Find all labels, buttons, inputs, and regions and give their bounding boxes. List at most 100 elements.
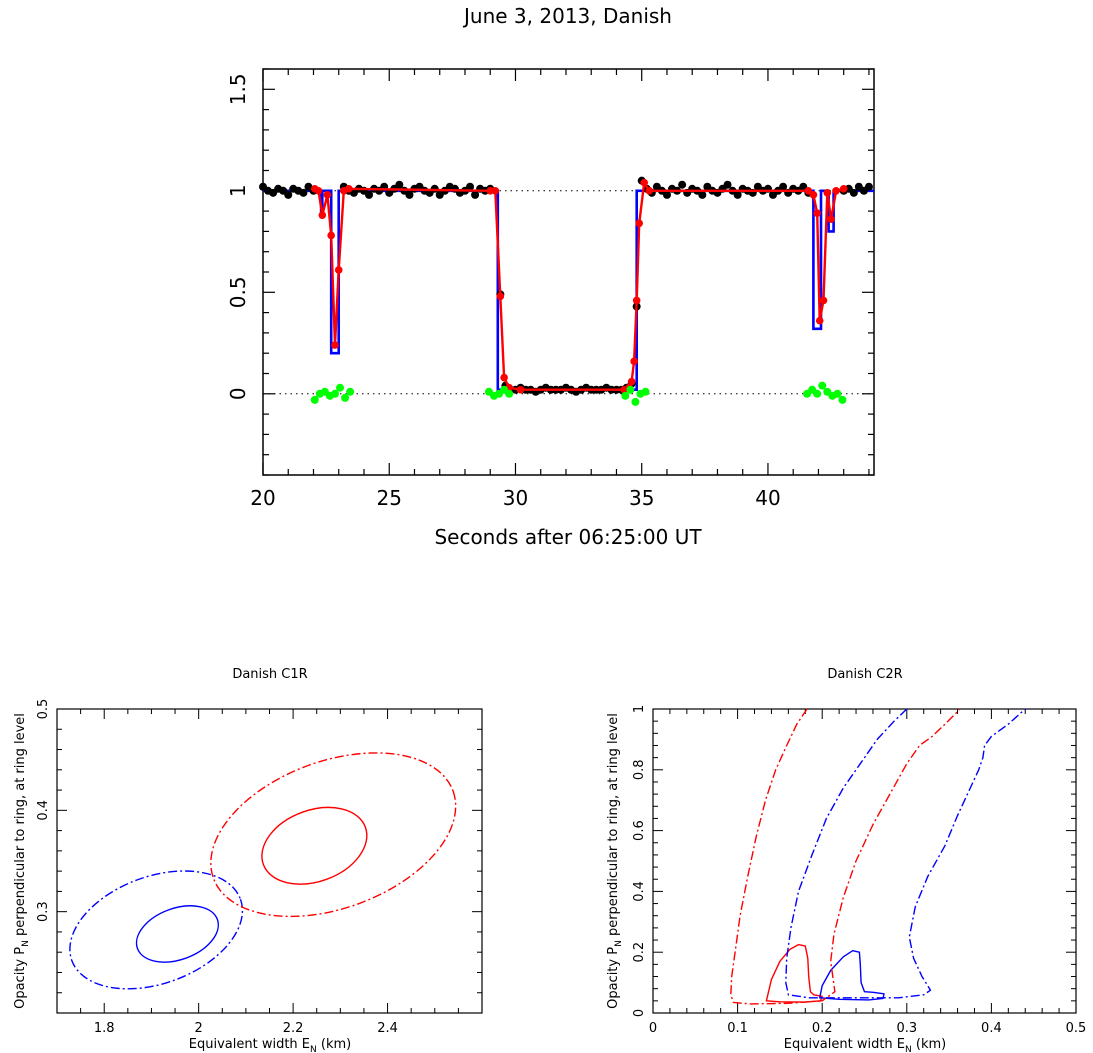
top-data-point-black <box>849 188 858 197</box>
top-data-point-black <box>662 190 671 199</box>
c2r-x-tick-label: 0.4 <box>981 1021 1002 1036</box>
top-data-point-red <box>815 316 824 325</box>
c2r-y-axis-label: Opacity PN perpendicular to ring, at rin… <box>606 713 624 1009</box>
top-residual-point-green <box>330 389 339 398</box>
c2r-y-tick-label: 0.6 <box>632 820 647 841</box>
c1r-x-tick-label: 2.4 <box>377 1021 398 1036</box>
top-data-point-red <box>813 209 821 217</box>
c1r-x-tick-label: 2 <box>195 1021 203 1036</box>
top-chart-title: June 3, 2013, Danish <box>462 4 672 28</box>
c1r-y-tick-label: 0.4 <box>36 800 51 821</box>
top-data-point-black <box>678 180 687 189</box>
top-residual-point-green <box>818 381 827 390</box>
top-residual-point-green <box>310 395 319 404</box>
top-data-point-red <box>645 187 654 195</box>
top-y-tick-label: 1.5 <box>226 73 250 105</box>
c1r-x-tick-label: 1.8 <box>94 1021 115 1036</box>
top-data-point-red <box>640 178 649 187</box>
top-data-point-red <box>323 191 332 199</box>
top-data-point-black <box>779 182 788 191</box>
top-data-point-red <box>500 373 508 382</box>
top-series-red-line <box>314 179 845 391</box>
c1r-plot-frame <box>56 708 483 1014</box>
top-x-tick-label: 25 <box>377 486 402 510</box>
c1r-x-axis-label: Equivalent width EN (km) <box>189 1037 351 1053</box>
top-data-point-red <box>832 187 840 195</box>
top-data-point-black <box>284 190 293 199</box>
top-data-point-red <box>331 341 339 349</box>
top-residual-point-green <box>621 391 630 400</box>
top-data-point-red <box>314 187 323 195</box>
top-data-point-red <box>827 215 835 224</box>
top-data-point-black <box>395 180 404 189</box>
top-data-point-black <box>698 190 707 199</box>
top-x-tick-label: 40 <box>755 486 780 510</box>
top-x-tick-label: 30 <box>503 486 528 510</box>
c1r-confidence-contour <box>210 752 457 918</box>
c2r-x-tick-label: 0 <box>649 1021 657 1036</box>
top-plot-frame <box>262 68 875 476</box>
top-data-point-red <box>491 187 500 195</box>
c2r-plot-frame <box>652 708 1077 1014</box>
top-series-blue-line <box>263 189 874 392</box>
top-x-tick-label: 20 <box>250 486 275 510</box>
top-residual-point-green <box>505 389 514 398</box>
c1r-y-tick-label: 0.3 <box>36 901 51 922</box>
top-residual-point-green <box>631 397 640 406</box>
c1r-confidence-contour <box>69 870 244 990</box>
top-data-point-black <box>299 188 308 197</box>
c2r-confidence-contour <box>765 943 823 1003</box>
c2r-chart-title: Danish C2R <box>827 667 902 682</box>
top-data-point-red <box>632 296 641 305</box>
top-y-tick-label: 1 <box>226 184 250 197</box>
top-data-point-red <box>334 266 343 274</box>
c2r-x-axis-label: Equivalent width EN (km) <box>784 1037 946 1053</box>
top-data-point-red <box>627 377 636 386</box>
top-data-point-black <box>365 190 374 199</box>
c2r-y-tick-label: 0 <box>632 1009 647 1017</box>
c2r-y-tick-label: 0.2 <box>632 942 647 963</box>
top-residual-point-green <box>833 389 842 398</box>
c2r-contour-chart: Danish C2R 0 0.1 0.2 0.3 0.4 0.5 0 0.2 0.4 0.6 0.8… <box>606 667 1087 1053</box>
c1r-contour-chart: Danish C1R 1.8 2 2.2 2.4 0.3 0.4 0.5 Equivalen… <box>13 667 483 1053</box>
c1r-y-axis-label: Opacity PN perpendicular to ring, at rin… <box>13 713 31 1009</box>
c1r-confidence-contour <box>261 806 368 885</box>
top-data-point-red <box>635 219 643 228</box>
c2r-x-tick-label: 0.5 <box>1066 1021 1087 1036</box>
top-x-tick-label: 35 <box>629 486 654 510</box>
top-y-tick-label: 0 <box>226 387 250 400</box>
c2r-x-tick-label: 0.3 <box>896 1021 917 1036</box>
top-data-point-black <box>471 190 480 199</box>
c2r-y-tick-label: 0.8 <box>632 759 647 780</box>
c2r-confidence-contour <box>785 708 1026 999</box>
top-residual-point-green <box>341 393 350 402</box>
top-data-point-black <box>466 182 475 191</box>
top-data-point-black <box>864 182 873 191</box>
top-residual-point-green <box>641 387 650 396</box>
c1r-chart-title: Danish C1R <box>232 667 307 682</box>
c2r-x-tick-label: 0.2 <box>812 1021 833 1036</box>
top-x-axis-label: Seconds after 06:25:00 UT <box>434 525 702 549</box>
c1r-y-tick-label: 0.5 <box>36 699 51 720</box>
top-data-point-red <box>839 184 848 193</box>
top-data-point-red <box>804 187 813 195</box>
top-data-point-black <box>733 190 742 199</box>
top-data-point-red <box>327 231 335 240</box>
top-residual-point-green <box>346 387 355 396</box>
c1r-x-tick-label: 2.2 <box>283 1021 304 1036</box>
c2r-x-tick-label: 0.1 <box>727 1021 748 1036</box>
top-residual-point-green <box>626 385 635 394</box>
c1r-confidence-contour <box>135 905 220 963</box>
c2r-confidence-contour <box>730 708 961 1005</box>
top-data-point-black <box>723 180 732 189</box>
c2r-confidence-contour <box>818 950 885 1001</box>
top-data-point-red <box>496 292 505 301</box>
top-data-point-red <box>345 184 353 193</box>
top-data-point-red <box>809 191 818 199</box>
top-data-point-red <box>318 211 327 219</box>
c2r-y-tick-label: 0.4 <box>632 881 647 902</box>
c2r-y-tick-label: 1 <box>632 705 647 713</box>
top-data-point-red <box>516 385 525 394</box>
top-residual-point-green <box>813 389 822 398</box>
top-residual-point-green <box>336 383 345 392</box>
